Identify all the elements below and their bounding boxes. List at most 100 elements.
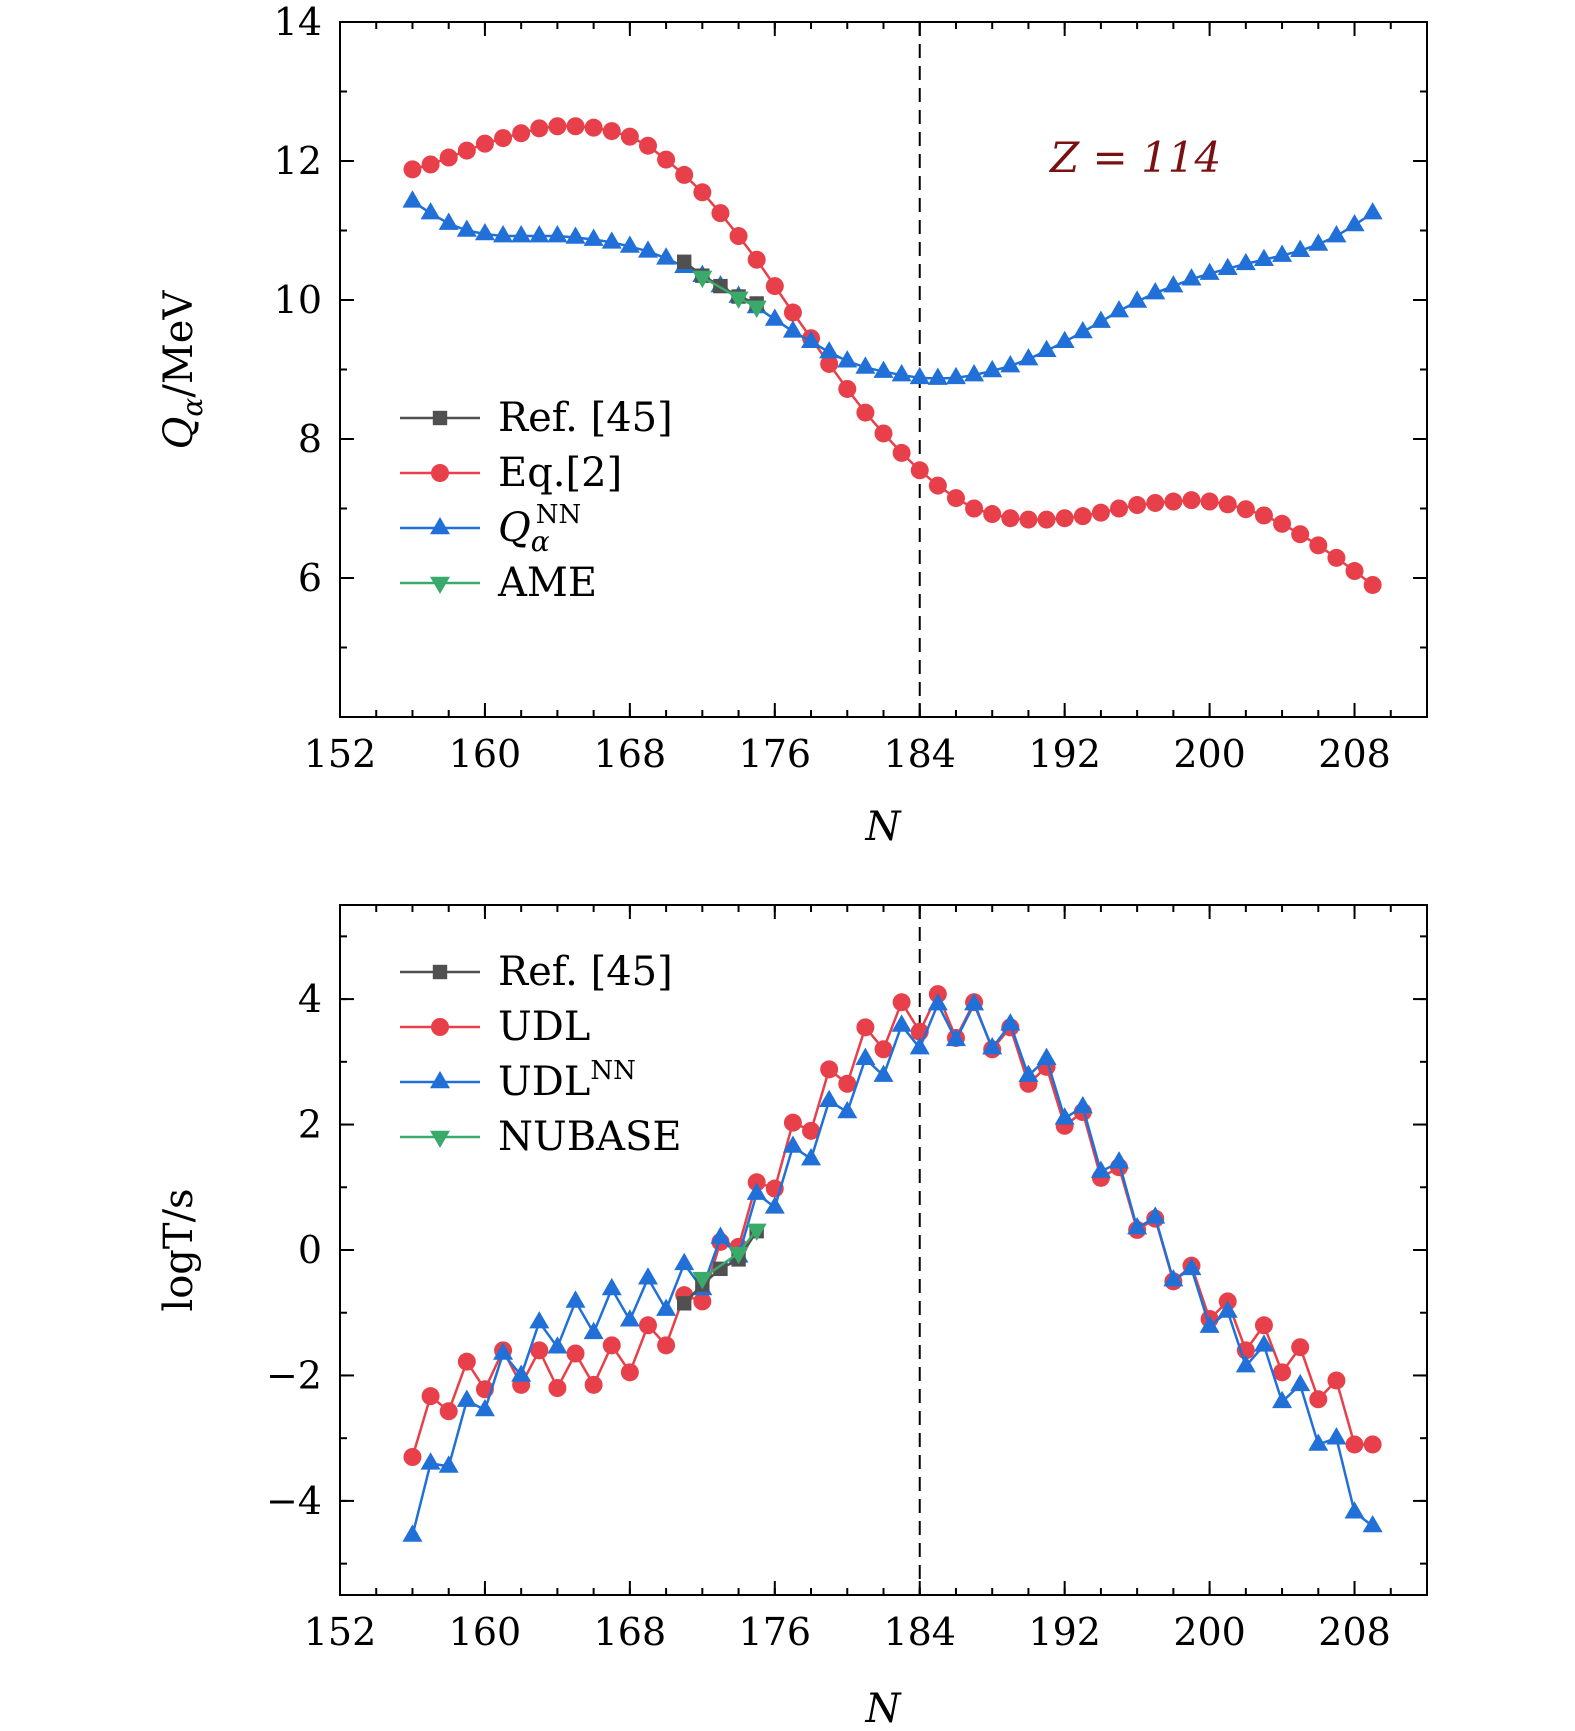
data-point (530, 119, 549, 138)
data-point (656, 1298, 677, 1316)
ticks-bottom (339, 905, 1428, 1595)
panel-logt: 152 160 168 176 184 192 200 208 −4 −2 0 2 4 N logT/s… (156, 904, 1428, 1731)
data-point (475, 134, 494, 153)
data-point (1291, 525, 1310, 544)
data-point (565, 1290, 586, 1308)
x-tick-label: 160 (449, 1610, 522, 1654)
data-point (692, 270, 713, 289)
data-point (964, 993, 985, 1011)
x-tick-label: 152 (304, 1610, 377, 1654)
data-point (747, 250, 766, 269)
data-point (1290, 1373, 1311, 1392)
data-point (474, 222, 495, 241)
data-point (1110, 499, 1129, 518)
data-point (783, 1113, 802, 1132)
data-point (746, 1182, 767, 1200)
data-point (856, 403, 875, 422)
data-point (747, 1173, 766, 1192)
data-point (1199, 1315, 1220, 1333)
data-point (548, 117, 567, 136)
data-point (910, 461, 929, 480)
data-point (638, 1316, 657, 1335)
data-point (1272, 1390, 1293, 1409)
data-point (855, 1047, 876, 1065)
data-point (511, 225, 532, 243)
data-point (456, 219, 477, 237)
data-point (547, 1336, 568, 1354)
legend-marker (432, 410, 448, 426)
data-point (457, 141, 476, 160)
x-tick-label: 168 (594, 732, 667, 776)
data-point (421, 1387, 440, 1406)
data-point (891, 364, 912, 382)
data-point (1018, 1064, 1039, 1082)
legend-label: AME (497, 560, 597, 606)
x-tick-label: 192 (1028, 732, 1101, 776)
y-tick-label: −4 (266, 1479, 322, 1523)
data-point (1200, 492, 1219, 511)
data-point (965, 499, 984, 518)
y-axis-label-top: Qα/MeV (156, 290, 209, 450)
data-point (1072, 320, 1093, 339)
data-point (945, 1028, 966, 1047)
x-tick-label: 176 (739, 1610, 812, 1654)
data-point (728, 1246, 749, 1265)
data-point (946, 489, 965, 508)
legend-entry: NUBASE (400, 1114, 682, 1160)
data-point (601, 231, 622, 249)
data-point (945, 366, 966, 385)
data-point (1236, 500, 1255, 519)
legend-label: QαNN (498, 500, 581, 558)
series-1 (403, 985, 1382, 1466)
legend-entry: Ref. [45] (400, 395, 673, 441)
data-point (677, 254, 692, 269)
tick-labels-top: 152 160 168 176 184 192 200 208 6 8 10 12 14 (274, 0, 1391, 776)
data-point (928, 476, 947, 495)
data-point (1362, 202, 1383, 220)
data-point (1363, 1435, 1382, 1454)
data-point (1290, 239, 1311, 257)
data-point (439, 1402, 458, 1421)
data-point (637, 1267, 658, 1285)
data-point (874, 1040, 893, 1059)
data-point (1128, 496, 1147, 515)
series-layer-bottom (402, 985, 1383, 1542)
data-point (402, 1524, 423, 1542)
data-point (529, 1311, 550, 1329)
data-point (1199, 262, 1220, 280)
data-point (983, 505, 1002, 524)
data-point (1291, 1338, 1310, 1357)
data-point (602, 1336, 621, 1355)
series-3 (692, 1223, 767, 1290)
y-tick-label: 2 (298, 1103, 322, 1147)
data-point (1109, 300, 1130, 318)
x-tick-label: 184 (883, 1610, 956, 1654)
data-point (1309, 536, 1328, 555)
data-point (420, 1452, 441, 1470)
data-point (801, 330, 822, 348)
data-point (819, 341, 840, 359)
data-point (620, 1363, 639, 1382)
data-point (1326, 225, 1347, 243)
data-point (764, 1196, 785, 1214)
x-axis-label-top: N (865, 804, 903, 850)
data-point (927, 367, 948, 385)
data-point (1000, 355, 1021, 373)
legend-entry: Ref. [45] (400, 949, 673, 995)
data-point (892, 993, 911, 1012)
data-point (765, 277, 784, 296)
x-tick-label: 192 (1028, 1610, 1101, 1654)
legend-entry: QαNN (400, 500, 581, 558)
data-point (1254, 506, 1273, 525)
data-point (837, 350, 858, 368)
legend-marker (430, 517, 450, 535)
data-point (1146, 493, 1165, 512)
series-1 (403, 117, 1382, 594)
data-point (746, 300, 767, 318)
panel-qalpha: 152 160 168 176 184 192 200 208 6 8 10 12 14 N Qα/Me… (156, 0, 1428, 850)
legend-entry: UDLNN (400, 1056, 636, 1105)
data-point (1308, 1433, 1329, 1451)
x-tick-label: 200 (1173, 732, 1246, 776)
